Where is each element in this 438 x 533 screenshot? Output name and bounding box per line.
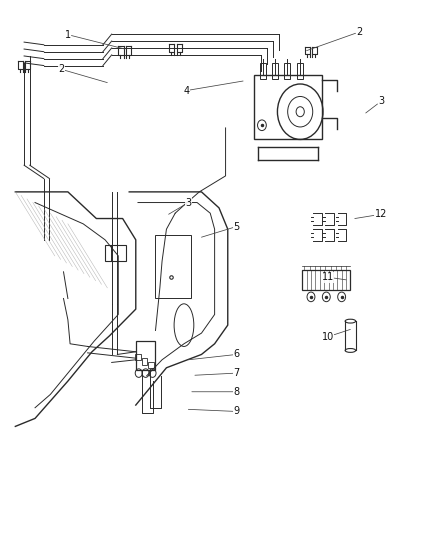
Bar [272, 63, 278, 79]
Bar [105, 245, 126, 261]
Bar [136, 341, 155, 370]
Text: 2: 2 [307, 27, 362, 51]
Text: 11: 11 [321, 272, 346, 282]
Text: 6: 6 [188, 350, 240, 360]
Text: 8: 8 [192, 387, 240, 397]
Text: 3: 3 [169, 198, 191, 214]
Bar [155, 235, 191, 298]
Text: 5: 5 [201, 222, 240, 237]
Text: 2: 2 [58, 64, 107, 83]
Text: 3: 3 [366, 96, 384, 113]
Bar [135, 354, 141, 360]
Text: 9: 9 [188, 407, 240, 416]
Bar [148, 362, 154, 368]
Text: 7: 7 [195, 368, 240, 378]
Bar [284, 63, 290, 79]
Bar [142, 358, 147, 365]
Bar [254, 75, 322, 139]
Bar [297, 63, 303, 79]
Text: 1: 1 [65, 30, 125, 49]
Text: 4: 4 [183, 81, 243, 95]
Text: 10: 10 [321, 329, 350, 342]
Bar [302, 270, 350, 290]
Text: 12: 12 [355, 209, 387, 219]
Bar [260, 63, 266, 79]
